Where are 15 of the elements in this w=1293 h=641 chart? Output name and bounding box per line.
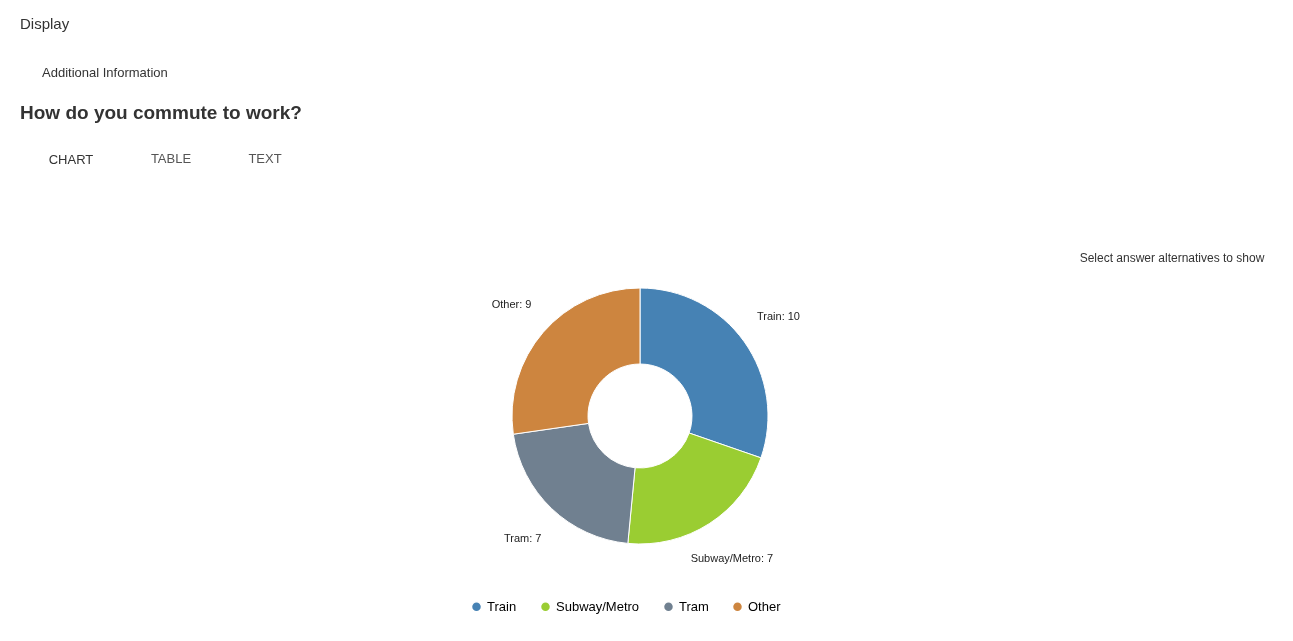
- text: TABLE: [150, 151, 192, 166]
- data-label: Other: 9: [491, 297, 532, 310]
- text: CHART: [48, 152, 94, 167]
- legend-label: Other: [748, 598, 782, 614]
- text: Display: [20, 15, 70, 32]
- data-label: Train: 10: [756, 310, 800, 323]
- legend-label: Subway/Metro: [556, 598, 640, 614]
- text: How do you commute to work?: [20, 102, 302, 123]
- text: TEXT: [248, 151, 282, 166]
- data-label: Tram: 7: [503, 532, 542, 545]
- text: Additional Information: [42, 65, 168, 80]
- text: Select answer alternatives to show: [1079, 251, 1265, 265]
- legend-label: Train: [487, 598, 517, 614]
- legend-label: Tram: [679, 598, 709, 614]
- data-label: Subway/Metro: 7: [690, 552, 774, 565]
